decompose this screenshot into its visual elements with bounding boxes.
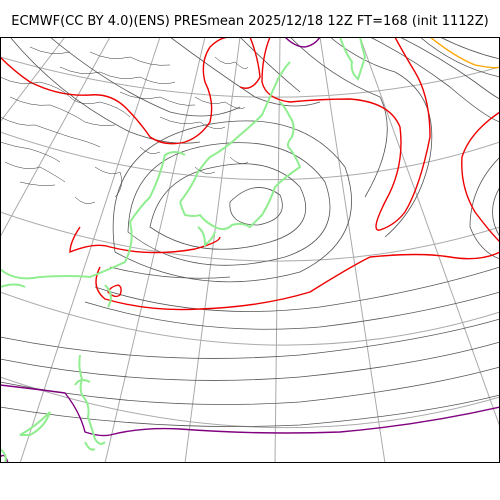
coastlines	[0, 37, 367, 463]
pressure-map	[0, 37, 500, 463]
isobar-high	[429, 37, 500, 69]
terrain-contours	[0, 46, 249, 204]
map-title: ECMWF(CC BY 4.0)(ENS) PRESmean 2025/12/1…	[11, 14, 489, 29]
graticule-meridians	[0, 37, 500, 463]
graticule-parallels	[0, 56, 500, 429]
isobar-1000	[0, 37, 500, 311]
